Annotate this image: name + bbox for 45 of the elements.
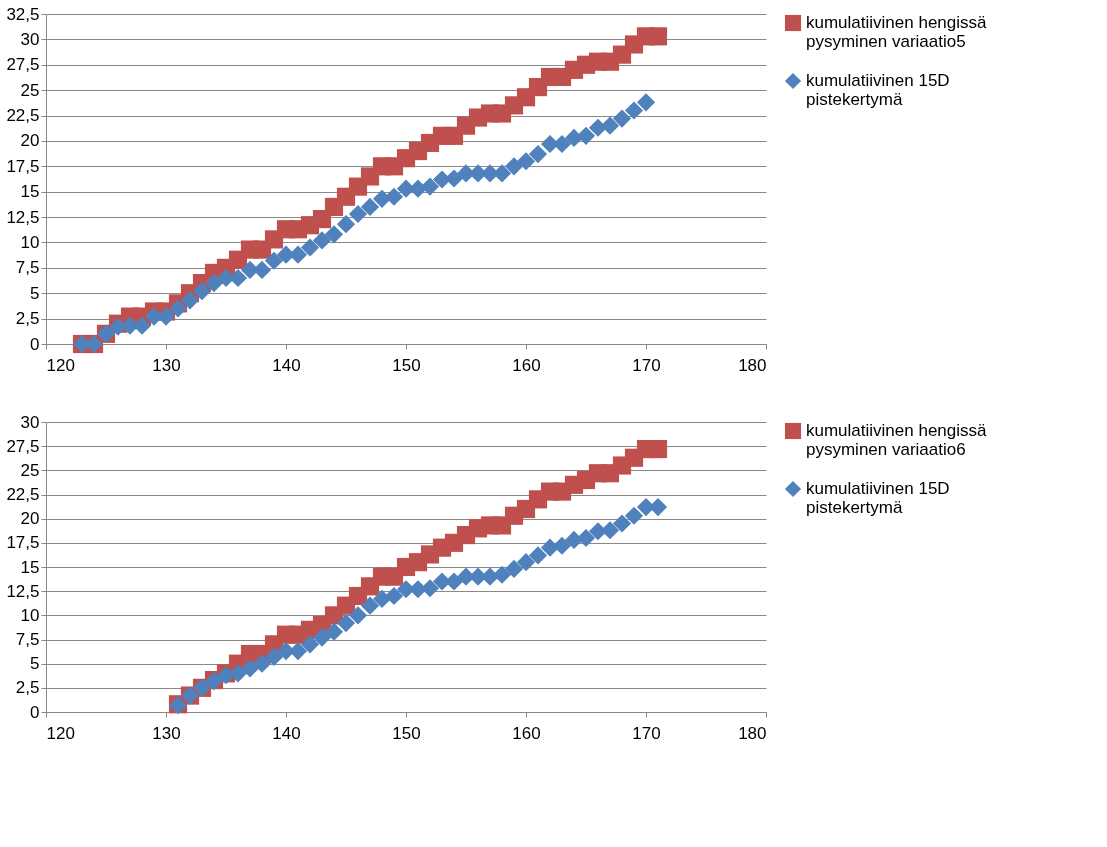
x-tick-label: 150 — [392, 723, 421, 743]
x-tick-label: 120 — [46, 355, 75, 375]
y-tick-label: 12,5 — [6, 581, 40, 601]
y-tick-label: 20 — [20, 131, 40, 151]
y-tick-label: 25 — [20, 460, 40, 480]
y-tick-label: 30 — [20, 29, 40, 49]
x-tick-label: 170 — [632, 355, 661, 375]
y-tick-label: 17,5 — [6, 156, 40, 176]
legend-label: kumulatiivinen 15D pistekertymä — [806, 71, 950, 109]
x-tick-label: 130 — [152, 355, 181, 375]
y-tick-label: 12,5 — [6, 207, 40, 227]
y-tick-label: 30 — [20, 412, 40, 432]
x-tick-label: 120 — [46, 723, 75, 743]
y-tick-label: 0 — [30, 702, 40, 722]
x-tick-label: 160 — [512, 355, 541, 375]
x-tick-label: 180 — [738, 355, 767, 375]
x-tick-label: 180 — [738, 723, 767, 743]
y-tick-label: 32,5 — [6, 4, 40, 24]
legend-label: kumulatiivinen hengissä pysyminen variaatio5 — [806, 13, 988, 51]
y-tick-label: 27,5 — [6, 436, 40, 456]
y-tick-label: 27,5 — [6, 55, 40, 75]
y-tick-label: 10 — [20, 605, 40, 625]
y-tick-label: 22,5 — [6, 485, 40, 504]
y-tick-label: 20 — [20, 509, 40, 529]
y-tick-label: 10 — [20, 232, 40, 252]
legend-label: kumulatiivinen 15D pistekertymä — [806, 479, 950, 517]
x-tick-label: 150 — [392, 355, 421, 375]
y-tick-label: 2,5 — [15, 309, 40, 329]
x-tick-label: 140 — [272, 723, 301, 743]
y-tick-label: 7,5 — [15, 630, 40, 649]
y-tick-label: 17,5 — [6, 533, 40, 553]
y-tick-label: 15 — [20, 557, 40, 577]
y-tick-label: 15 — [20, 182, 40, 202]
y-tick-label: 5 — [30, 654, 40, 674]
legend-label: kumulatiivinen hengissä pysyminen variaatio6 — [806, 421, 988, 459]
x-tick-label: 130 — [152, 723, 181, 743]
y-tick-label: 22,5 — [6, 106, 40, 126]
x-tick-label: 170 — [632, 723, 661, 743]
y-tick-label: 7,5 — [15, 258, 40, 278]
x-tick-label: 140 — [272, 355, 301, 375]
y-tick-label: 2,5 — [15, 678, 40, 698]
x-tick-label: 160 — [512, 723, 541, 743]
y-tick-label: 5 — [30, 283, 40, 303]
y-tick-label: 25 — [20, 80, 40, 100]
y-tick-label: 0 — [30, 334, 40, 354]
